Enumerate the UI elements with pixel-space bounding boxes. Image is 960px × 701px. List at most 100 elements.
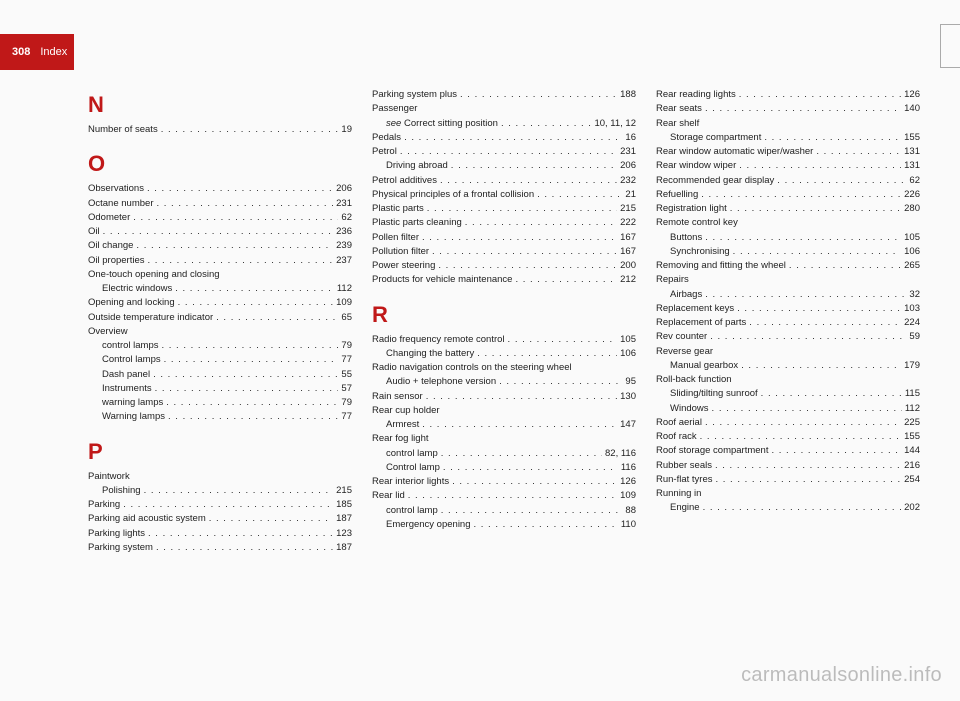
leader-dots: . . . . . . . . . . . . . . . . . . . . …: [123, 498, 333, 512]
index-entry: Rear shelf: [656, 117, 920, 131]
index-entry: Odometer . . . . . . . . . . . . . . . .…: [88, 211, 352, 225]
index-entry: Plastic parts . . . . . . . . . . . . . …: [372, 202, 636, 216]
entry-label: Manual gearbox: [670, 359, 738, 373]
index-entry: Rear fog light: [372, 432, 636, 446]
watermark: carmanualsonline.info: [741, 664, 942, 687]
entry-label: Instruments: [102, 382, 152, 396]
leader-dots: . . . . . . . . . . . . . . . . . . . . …: [166, 396, 338, 410]
entry-label: Warning lamps: [102, 410, 165, 424]
leader-dots: . . . . . . . . . . . . . . . . . . . . …: [440, 174, 617, 188]
entry-label: Petrol additives: [372, 174, 437, 188]
index-entry: Opening and locking . . . . . . . . . . …: [88, 296, 352, 310]
index-subentry: Driving abroad . . . . . . . . . . . . .…: [372, 159, 636, 173]
leader-dots: . . . . . . . . . . . . . . . . . . . . …: [789, 259, 901, 273]
entry-page: 109: [336, 296, 352, 310]
leader-dots: . . . . . . . . . . . . . . . . . . . . …: [452, 475, 617, 489]
entry-label: Rear lid: [372, 489, 405, 503]
entry-page: 16: [625, 131, 636, 145]
entry-label: see Correct sitting position: [386, 117, 498, 131]
entry-page: 62: [341, 211, 352, 225]
entry-label: Petrol: [372, 145, 397, 159]
entry-label: Radio navigation controls on the steerin…: [372, 361, 572, 375]
entry-page: 206: [336, 182, 352, 196]
entry-label: Parking system: [88, 541, 153, 555]
leader-dots: . . . . . . . . . . . . . . . . . . . . …: [136, 239, 333, 253]
entry-page: 185: [336, 498, 352, 512]
index-entry: Parking aid acoustic system . . . . . . …: [88, 512, 352, 526]
entry-label: Replacement keys: [656, 302, 734, 316]
leader-dots: . . . . . . . . . . . . . . . . . . . . …: [155, 382, 339, 396]
entry-label: Roof aerial: [656, 416, 702, 430]
leader-dots: . . . . . . . . . . . . . . . . . . . . …: [508, 333, 618, 347]
entry-label: control lamps: [102, 339, 159, 353]
leader-dots: . . . . . . . . . . . . . . . . . . . . …: [739, 88, 901, 102]
entry-page: 216: [904, 459, 920, 473]
index-subentry: Windows . . . . . . . . . . . . . . . . …: [656, 402, 920, 416]
entry-page: 109: [620, 489, 636, 503]
index-entry: Recommended gear display . . . . . . . .…: [656, 174, 920, 188]
entry-label: Control lamps: [102, 353, 161, 367]
index-entry: Parking system plus . . . . . . . . . . …: [372, 88, 636, 102]
entry-page: 32: [909, 288, 920, 302]
entry-label: Airbags: [670, 288, 702, 302]
entry-label: Number of seats: [88, 123, 158, 137]
index-entry: Radio navigation controls on the steerin…: [372, 361, 636, 375]
leader-dots: . . . . . . . . . . . . . . . . . . . . …: [144, 484, 334, 498]
entry-page: 112: [905, 402, 920, 416]
leader-dots: . . . . . . . . . . . . . . . . . . . . …: [777, 174, 906, 188]
index-entry: Roof storage compartment . . . . . . . .…: [656, 444, 920, 458]
index-subentry: Emergency opening . . . . . . . . . . . …: [372, 518, 636, 532]
entry-label: Parking system plus: [372, 88, 457, 102]
entry-page: 115: [905, 387, 920, 401]
index-entry: Oil properties . . . . . . . . . . . . .…: [88, 254, 352, 268]
entry-page: 123: [336, 527, 352, 541]
entry-page: 200: [620, 259, 636, 273]
entry-page: 140: [904, 102, 920, 116]
index-subentry: Sliding/tilting sunroof . . . . . . . . …: [656, 387, 920, 401]
index-column: NNumber of seats . . . . . . . . . . . .…: [88, 88, 352, 555]
leader-dots: . . . . . . . . . . . . . . . . . . . . …: [716, 473, 902, 487]
entry-page: 187: [336, 512, 352, 526]
leader-dots: . . . . . . . . . . . . . . . . . . . . …: [705, 416, 901, 430]
entry-label: Rear fog light: [372, 432, 429, 446]
leader-dots: . . . . . . . . . . . . . . . . . . . . …: [749, 316, 901, 330]
index-subentry: Storage compartment . . . . . . . . . . …: [656, 131, 920, 145]
index-entry: Rear lid . . . . . . . . . . . . . . . .…: [372, 489, 636, 503]
leader-dots: . . . . . . . . . . . . . . . . . . . . …: [441, 504, 623, 518]
index-entry: Rubber seals . . . . . . . . . . . . . .…: [656, 459, 920, 473]
entry-label: Roof rack: [656, 430, 697, 444]
index-subentry: Buttons . . . . . . . . . . . . . . . . …: [656, 231, 920, 245]
index-entry: Oil change . . . . . . . . . . . . . . .…: [88, 239, 352, 253]
entry-label: Oil: [88, 225, 100, 239]
entry-label: Pedals: [372, 131, 401, 145]
leader-dots: . . . . . . . . . . . . . . . . . . . . …: [427, 202, 617, 216]
entry-label: Engine: [670, 501, 700, 515]
entry-page: 106: [620, 347, 636, 361]
entry-label: Overview: [88, 325, 128, 339]
entry-page: 106: [904, 245, 920, 259]
index-subentry: Audio + telephone version . . . . . . . …: [372, 375, 636, 389]
entry-page: 265: [904, 259, 920, 273]
index-entry: Running in: [656, 487, 920, 501]
leader-dots: . . . . . . . . . . . . . . . . . . . . …: [175, 282, 334, 296]
leader-dots: . . . . . . . . . . . . . . . . . . . . …: [700, 430, 901, 444]
entry-label: Rear seats: [656, 102, 702, 116]
entry-label: Pollution filter: [372, 245, 429, 259]
entry-label: Observations: [88, 182, 144, 196]
leader-dots: . . . . . . . . . . . . . . . . . . . . …: [147, 182, 333, 196]
entry-label: Reverse gear: [656, 345, 713, 359]
index-entry: Pollution filter . . . . . . . . . . . .…: [372, 245, 636, 259]
leader-dots: . . . . . . . . . . . . . . . . . . . . …: [460, 88, 617, 102]
leader-dots: . . . . . . . . . . . . . . . . . . . . …: [441, 447, 602, 461]
leader-dots: . . . . . . . . . . . . . . . . . . . . …: [168, 410, 338, 424]
entry-label: Rear window automatic wiper/washer: [656, 145, 813, 159]
index-entry: Roof aerial . . . . . . . . . . . . . . …: [656, 416, 920, 430]
entry-label: Recommended gear display: [656, 174, 774, 188]
entry-label: Changing the battery: [386, 347, 474, 361]
entry-page: 202: [904, 501, 920, 515]
entry-label: Rev counter: [656, 330, 707, 344]
index-subentry: Synchronising . . . . . . . . . . . . . …: [656, 245, 920, 259]
index-entry: Rev counter . . . . . . . . . . . . . . …: [656, 330, 920, 344]
entry-label: Armrest: [386, 418, 419, 432]
section-title: Index: [40, 46, 67, 58]
